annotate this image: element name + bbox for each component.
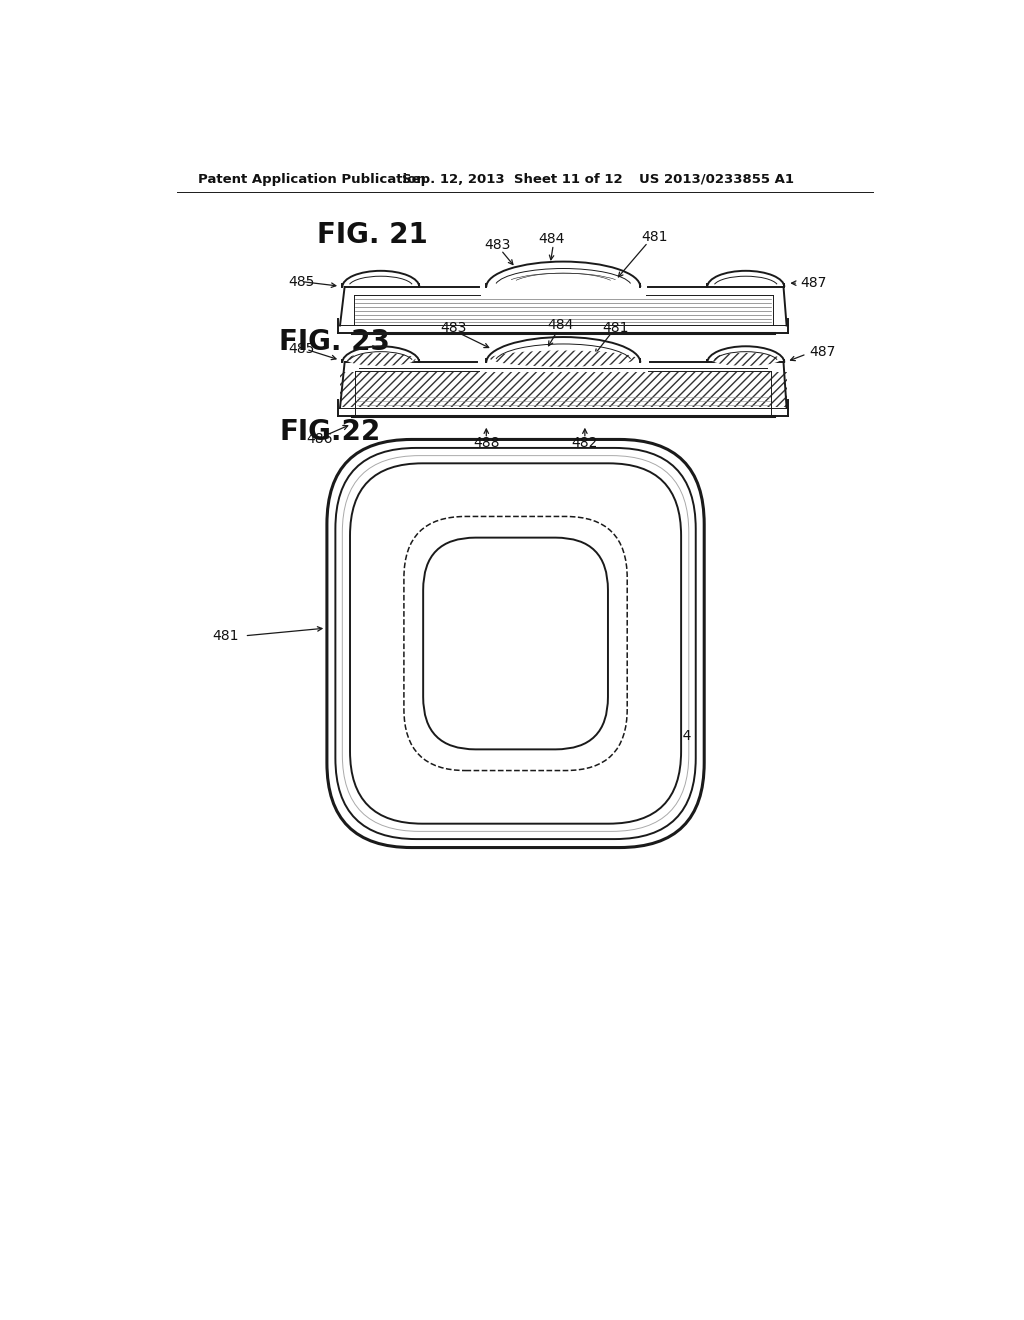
- FancyBboxPatch shape: [342, 455, 689, 832]
- Text: US 2013/0233855 A1: US 2013/0233855 A1: [639, 173, 794, 186]
- Text: FIG. 21: FIG. 21: [316, 222, 428, 249]
- Text: 485: 485: [289, 342, 314, 356]
- Ellipse shape: [711, 352, 780, 366]
- Bar: [340, 372, 786, 407]
- Text: 484: 484: [666, 729, 692, 743]
- Text: 483: 483: [484, 238, 510, 252]
- Text: 488: 488: [473, 437, 500, 450]
- Text: 481: 481: [602, 321, 629, 335]
- FancyBboxPatch shape: [327, 440, 705, 847]
- Text: FIG. 23: FIG. 23: [280, 327, 390, 355]
- Text: Sep. 12, 2013  Sheet 11 of 12: Sep. 12, 2013 Sheet 11 of 12: [401, 173, 623, 186]
- Text: 484: 484: [539, 232, 565, 247]
- Text: 482: 482: [571, 437, 598, 450]
- FancyBboxPatch shape: [336, 447, 695, 840]
- Text: Patent Application Publication: Patent Application Publication: [199, 173, 426, 186]
- Text: 481: 481: [641, 230, 668, 244]
- Text: 486: 486: [306, 433, 333, 446]
- Text: 483: 483: [479, 628, 506, 643]
- Text: 487: 487: [801, 276, 826, 290]
- Text: FIG.22: FIG.22: [280, 417, 381, 446]
- FancyBboxPatch shape: [403, 516, 628, 771]
- FancyBboxPatch shape: [423, 537, 608, 750]
- Text: 485: 485: [289, 275, 314, 289]
- Ellipse shape: [346, 352, 416, 366]
- Text: 487: 487: [810, 346, 836, 359]
- FancyBboxPatch shape: [350, 463, 681, 824]
- Text: 481: 481: [212, 628, 239, 643]
- Ellipse shape: [490, 351, 637, 367]
- Text: 484: 484: [547, 318, 573, 331]
- Text: 483: 483: [440, 321, 467, 335]
